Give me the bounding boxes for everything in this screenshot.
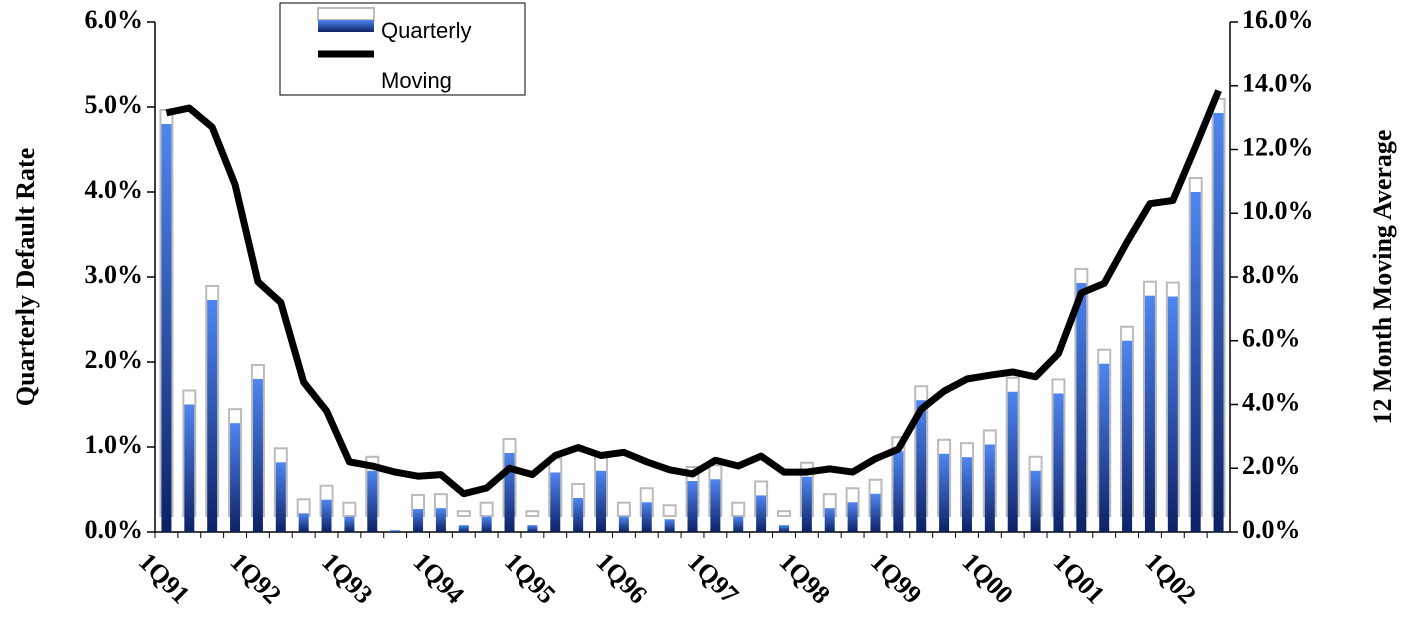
bar [184, 404, 195, 532]
bar-cap [456, 510, 471, 518]
bar [1122, 340, 1133, 532]
bar [733, 516, 744, 532]
y2-tick-label: 6.0% [1242, 324, 1301, 353]
bar [413, 509, 424, 532]
bar [1144, 295, 1155, 532]
bar [641, 502, 652, 532]
legend-swatch [318, 20, 374, 32]
y2-tick-label: 10.0% [1242, 196, 1314, 225]
y-axis-title: Quarterly Default Rate [11, 148, 40, 406]
line [165, 89, 1222, 498]
bar [824, 508, 835, 532]
legend-label: Moving [381, 68, 452, 93]
x-tick-label: 1Q99 [865, 547, 927, 609]
bar-cap [342, 501, 357, 518]
bar-cap [662, 504, 677, 517]
legend-box [279, 2, 526, 96]
bar [481, 516, 492, 532]
bar [207, 299, 218, 532]
bar-cap [525, 510, 540, 518]
bar [275, 462, 286, 532]
bar [252, 379, 263, 532]
bar [550, 472, 561, 532]
bar [573, 498, 584, 532]
y2-tick-label: 8.0% [1242, 260, 1301, 289]
bar [367, 470, 378, 532]
bar [664, 519, 675, 532]
bar [1053, 393, 1064, 532]
bar [847, 502, 858, 532]
bar [870, 493, 881, 532]
x-tick-label: 1Q01 [1048, 547, 1110, 609]
bar [161, 124, 172, 532]
bar [596, 470, 607, 532]
bar-cap [616, 501, 631, 518]
bar [1076, 282, 1087, 532]
bar [1190, 192, 1201, 532]
bar [687, 481, 698, 532]
bar [1213, 112, 1224, 532]
y-tick-label: 6.0% [85, 5, 144, 34]
y2-tick-label: 14.0% [1242, 69, 1314, 98]
bar [916, 400, 927, 532]
bar [1007, 391, 1018, 532]
x-tick-label: 1Q02 [1139, 547, 1201, 609]
bar [1099, 363, 1110, 532]
y2-tick-label: 4.0% [1242, 387, 1301, 416]
y-tick-label: 2.0% [85, 345, 144, 374]
bar [893, 451, 904, 532]
x-tick-label: 1Q00 [956, 547, 1018, 609]
bar [984, 444, 995, 532]
y-tick-label: 0.0% [85, 515, 144, 544]
x-tick-label: 1Q91 [133, 547, 195, 609]
bar [298, 513, 309, 532]
bar-cap [479, 501, 494, 518]
y2-tick-label: 0.0% [1242, 515, 1301, 544]
y-tick-label: 4.0% [85, 175, 144, 204]
x-tick-label: 1Q97 [682, 547, 744, 609]
bar [390, 530, 401, 532]
bar [618, 516, 629, 532]
bar [961, 457, 972, 532]
bar [458, 525, 469, 532]
y-tick-label: 5.0% [85, 90, 144, 119]
bar [801, 476, 812, 532]
x-tick-label: 1Q96 [590, 547, 652, 609]
bar [1030, 470, 1041, 532]
x-tick-label: 1Q93 [316, 547, 378, 609]
bar [504, 452, 515, 532]
y2-tick-label: 2.0% [1242, 451, 1301, 480]
bar [435, 508, 446, 532]
bar-cap [731, 501, 746, 518]
y-tick-label: 1.0% [85, 430, 144, 459]
y2-axis-title: 12 Month Moving Average [1368, 130, 1397, 425]
bar [939, 453, 950, 532]
legend-label: Quarterly [381, 18, 471, 43]
bar [344, 516, 355, 532]
bar [778, 525, 789, 532]
y-tick-label: 3.0% [85, 260, 144, 289]
y2-tick-label: 16.0% [1242, 5, 1314, 34]
x-tick-label: 1Q98 [773, 547, 835, 609]
x-tick-label: 1Q95 [499, 547, 561, 609]
y2-tick-label: 12.0% [1242, 132, 1314, 161]
bar-cap [776, 510, 791, 518]
bar [230, 423, 241, 532]
x-tick-label: 1Q94 [407, 547, 469, 609]
bar [527, 525, 538, 532]
bar [321, 499, 332, 532]
bar [756, 495, 767, 532]
bar [710, 479, 721, 532]
x-tick-label: 1Q92 [225, 547, 287, 609]
bar [1167, 296, 1178, 532]
